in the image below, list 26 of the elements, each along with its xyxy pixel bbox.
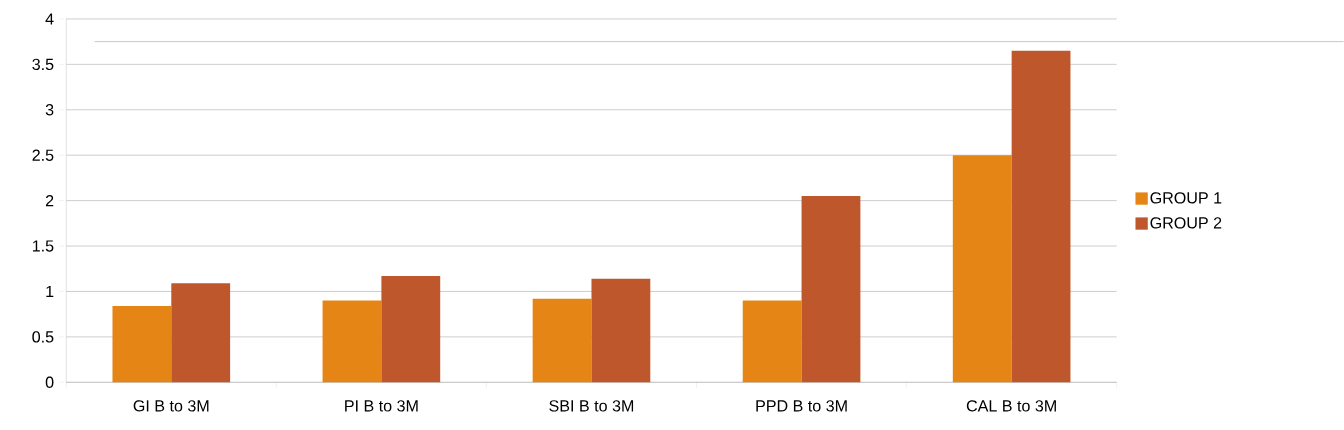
bar	[532, 298, 592, 383]
x-tick-label: PI B to 3M	[345, 400, 418, 412]
legend-label: GROUP 1	[1150, 192, 1222, 204]
y-tick-label: 3.5	[32, 58, 54, 71]
bar	[171, 283, 231, 383]
bar	[801, 196, 861, 383]
bar	[1011, 50, 1071, 383]
y-tick-label: 2.5	[32, 149, 54, 162]
bar	[742, 300, 802, 383]
bar	[322, 300, 382, 383]
y-tick-label: 1.5	[32, 240, 54, 252]
x-tick-label: GI B to 3M	[133, 400, 209, 412]
y-tick-label: 0	[45, 376, 54, 389]
legend-label: GROUP 2	[1150, 217, 1222, 229]
bar	[591, 278, 651, 383]
y-tick-label: 2	[45, 195, 54, 207]
y-tick-label: 0.5	[32, 331, 54, 343]
y-tick-label: 4	[45, 13, 54, 25]
x-tick-label: CAL B to 3M	[966, 400, 1056, 412]
bar	[381, 276, 441, 383]
x-tick-label: SBI B to 3M	[549, 400, 634, 412]
y-tick-label: 3	[45, 104, 54, 116]
bar	[112, 306, 172, 383]
x-tick-label: PPD B to 3M	[756, 400, 847, 412]
y-tick-label: 1	[46, 286, 54, 298]
bar	[952, 155, 1012, 383]
